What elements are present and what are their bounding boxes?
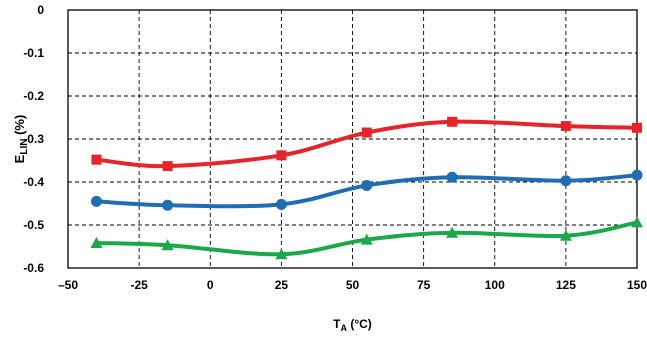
x-axis-title-tail: (°C) <box>347 317 372 331</box>
data-point-square <box>361 127 372 138</box>
y-tick-label: -0.6 <box>23 261 44 275</box>
x-tick-labels: –50 -25 0 25 50 75 100 125 150 <box>58 278 647 292</box>
series-circle <box>90 169 643 211</box>
y-tick-label: -0.1 <box>23 46 44 60</box>
y-tick-labels: 0 -0.1 -0.2 -0.3 -0.4 -0.5 -0.6 <box>23 3 44 275</box>
y-axis-title-sub: LIN <box>19 139 30 155</box>
data-point-circle <box>90 195 102 207</box>
series-square <box>91 116 642 172</box>
data-point-triangle <box>275 248 288 260</box>
data-point-square <box>276 150 287 161</box>
series-triangle <box>90 216 643 260</box>
data-point-square <box>162 161 173 172</box>
data-point-triangle <box>360 233 373 245</box>
data-point-square <box>560 121 571 132</box>
data-point-square <box>632 122 642 133</box>
x-tick-label: 100 <box>485 278 505 292</box>
y-axis-title-main: E <box>12 154 27 163</box>
y-tick-label: -0.4 <box>23 175 44 189</box>
x-tick-label: 125 <box>556 278 576 292</box>
data-point-triangle <box>631 216 643 228</box>
x-axis-title-sub: A <box>341 323 348 333</box>
x-tick-label: 0 <box>207 278 214 292</box>
y-tick-label: -0.5 <box>23 218 44 232</box>
data-point-triangle <box>161 239 174 251</box>
data-point-circle <box>446 171 458 183</box>
y-tick-label: -0.2 <box>23 89 44 103</box>
data-point-circle <box>275 198 287 210</box>
x-tick-label: 50 <box>346 278 360 292</box>
x-axis-title: TA (°C) <box>333 317 372 333</box>
plot-frame <box>67 9 638 269</box>
x-axis-title-main: T <box>333 317 341 331</box>
data-point-circle <box>560 175 572 187</box>
data-point-circle <box>631 169 643 181</box>
y-axis-title-tail: (%) <box>12 115 27 139</box>
series-layer <box>90 116 643 260</box>
x-tick-label: 75 <box>417 278 431 292</box>
data-point-circle <box>162 199 174 211</box>
data-point-triangle <box>446 226 459 238</box>
x-tick-label: 150 <box>627 278 647 292</box>
x-tick-label: 25 <box>275 278 289 292</box>
data-point-triangle <box>559 229 572 241</box>
y-tick-label: 0 <box>37 3 44 17</box>
x-tick-label: –50 <box>58 278 78 292</box>
data-point-square <box>447 116 458 127</box>
data-point-square <box>91 154 102 165</box>
x-tick-label: -25 <box>130 278 148 292</box>
data-point-triangle <box>90 237 103 249</box>
y-axis-title: ELIN (%) <box>12 115 30 164</box>
grid <box>68 10 637 268</box>
y-tick-label: -0.3 <box>23 132 44 146</box>
data-point-circle <box>361 179 373 191</box>
